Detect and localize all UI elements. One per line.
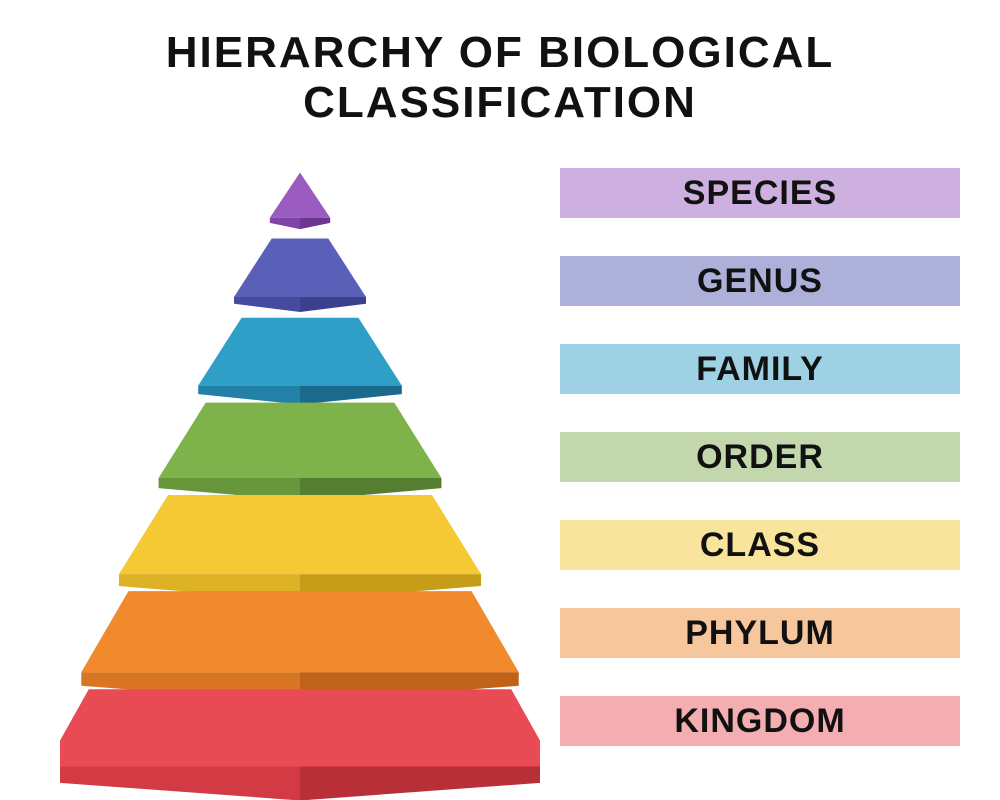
diagram-stage: Species Genus Family Order Class Phylum Kingdo… bbox=[0, 128, 1000, 800]
pyramid-level-6 bbox=[60, 689, 540, 800]
legend-label: Phylum bbox=[685, 614, 835, 653]
legend-row-order: Order bbox=[560, 432, 960, 482]
legend-label: Genus bbox=[697, 262, 823, 301]
legend-row-species: Species bbox=[560, 168, 960, 218]
pyramid-level-2 bbox=[198, 318, 402, 405]
legend-row-family: Family bbox=[560, 344, 960, 394]
pyramid-level-3 bbox=[159, 403, 442, 501]
legend: Species Genus Family Order Class Phylum Kingdo… bbox=[560, 168, 960, 784]
legend-row-class: Class bbox=[560, 520, 960, 570]
pyramid-level-0 bbox=[270, 173, 330, 230]
pyramid-level-4 bbox=[119, 495, 481, 601]
pyramid-level-5 bbox=[81, 591, 518, 702]
legend-label: Species bbox=[683, 174, 837, 213]
legend-label: Class bbox=[700, 526, 820, 565]
page-title: Hierarchy of Biological Classification bbox=[0, 28, 1000, 128]
pyramid-diagram bbox=[60, 148, 540, 800]
pyramid-level-1 bbox=[234, 239, 366, 313]
legend-label: Order bbox=[696, 438, 824, 477]
legend-row-kingdom: Kingdom bbox=[560, 696, 960, 746]
legend-row-genus: Genus bbox=[560, 256, 960, 306]
legend-row-phylum: Phylum bbox=[560, 608, 960, 658]
legend-label: Family bbox=[696, 350, 824, 389]
legend-label: Kingdom bbox=[674, 702, 845, 741]
